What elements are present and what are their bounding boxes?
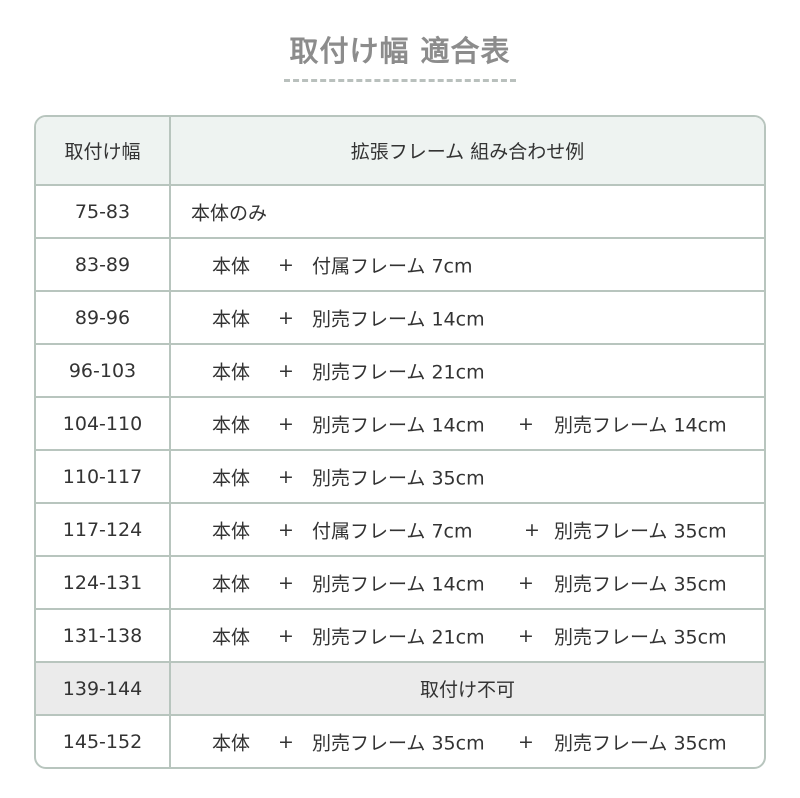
- combination-cell: 本体 + 別売フレーム 14cm + 別売フレーム 14cm: [171, 398, 764, 449]
- header-width: 取付け幅: [36, 117, 171, 184]
- compatibility-table: 取付け幅 拡張フレーム 組み合わせ例 75-83 本体のみ 83-89 本体 + 付属フレ…: [34, 115, 766, 769]
- table-header: 取付け幅 拡張フレーム 組み合わせ例: [36, 117, 764, 184]
- combination-cell: 本体 + 別売フレーム 21cm: [171, 345, 764, 396]
- width-range: 139-144: [36, 663, 171, 714]
- combination-cell: 本体 + 付属フレーム 7cm: [171, 239, 764, 290]
- combination-part: 別売フレーム 21cm: [312, 626, 485, 648]
- combination-part: 本体: [212, 626, 251, 648]
- width-range: 110-117: [36, 451, 171, 502]
- plus-sign: +: [278, 465, 294, 488]
- combination-part: 別売フレーム 14cm: [312, 414, 485, 436]
- plus-sign: +: [278, 730, 294, 753]
- table-row: 75-83 本体のみ: [36, 184, 764, 237]
- combination-part: 付属フレーム 7cm: [312, 520, 473, 542]
- width-range: 131-138: [36, 610, 171, 661]
- combination-cell: 本体 + 別売フレーム 35cm + 別売フレーム 35cm: [171, 716, 764, 767]
- combination-part: 別売フレーム 35cm: [554, 732, 727, 754]
- combination-cell: 本体 + 別売フレーム 21cm + 別売フレーム 35cm: [171, 610, 764, 661]
- combination-part: 別売フレーム 35cm: [554, 520, 727, 542]
- table-row: 131-138 本体 + 別売フレーム 21cm + 別売フレーム 35cm: [36, 608, 764, 661]
- plus-sign: +: [278, 624, 294, 647]
- table-row: 145-152 本体 + 別売フレーム 35cm + 別売フレーム 35cm: [36, 714, 764, 767]
- plus-sign: +: [278, 253, 294, 276]
- plus-sign: +: [518, 730, 534, 753]
- width-range: 117-124: [36, 504, 171, 555]
- combination-part: 付属フレーム 7cm: [312, 255, 473, 277]
- combination-cell: 本体 + 別売フレーム 14cm + 別売フレーム 35cm: [171, 557, 764, 608]
- width-range: 104-110: [36, 398, 171, 449]
- table-row: 83-89 本体 + 付属フレーム 7cm: [36, 237, 764, 290]
- combination-part: 本体: [212, 308, 251, 330]
- combination-cell: 取付け不可: [419, 679, 515, 701]
- combination-part: 別売フレーム 35cm: [554, 573, 727, 595]
- combination-part: 別売フレーム 21cm: [312, 361, 485, 383]
- plus-sign: +: [278, 571, 294, 594]
- plus-sign: +: [518, 624, 534, 647]
- combination-cell: 本体 + 別売フレーム 14cm: [171, 292, 764, 343]
- combination-part: 別売フレーム 35cm: [312, 467, 485, 489]
- width-range: 75-83: [36, 186, 171, 237]
- page-title: 取付け幅 適合表: [289, 34, 511, 68]
- title-divider: [284, 79, 516, 82]
- width-range: 89-96: [36, 292, 171, 343]
- plus-sign: +: [278, 412, 294, 435]
- combination-part: 本体: [212, 520, 251, 542]
- width-range: 83-89: [36, 239, 171, 290]
- table-row: 96-103 本体 + 別売フレーム 21cm: [36, 343, 764, 396]
- combination-part: 別売フレーム 35cm: [312, 732, 485, 754]
- plus-sign: +: [518, 571, 534, 594]
- combination-cell: 本体 + 付属フレーム 7cm + 別売フレーム 35cm: [171, 504, 764, 555]
- table-row: 124-131 本体 + 別売フレーム 14cm + 別売フレーム 35cm: [36, 555, 764, 608]
- combination-part: 別売フレーム 14cm: [312, 308, 485, 330]
- combination-part: 本体: [212, 732, 251, 754]
- combination-part: 本体: [212, 414, 251, 436]
- plus-sign: +: [278, 518, 294, 541]
- plus-sign: +: [278, 306, 294, 329]
- combination-cell: 本体 + 別売フレーム 35cm: [171, 451, 764, 502]
- width-range: 96-103: [36, 345, 171, 396]
- table-row: 117-124 本体 + 付属フレーム 7cm + 別売フレーム 35cm: [36, 502, 764, 555]
- combination-part: 本体: [212, 573, 251, 595]
- plus-sign: +: [524, 518, 540, 541]
- table-row: 110-117 本体 + 別売フレーム 35cm: [36, 449, 764, 502]
- combination-part: 本体: [212, 467, 251, 489]
- combination-part: 別売フレーム 14cm: [312, 573, 485, 595]
- plus-sign: +: [518, 412, 534, 435]
- width-range: 124-131: [36, 557, 171, 608]
- plus-sign: +: [278, 359, 294, 382]
- table-row: 89-96 本体 + 別売フレーム 14cm: [36, 290, 764, 343]
- combination-part: 本体のみ: [191, 202, 268, 224]
- table-row: 139-144 取付け不可: [36, 661, 764, 714]
- combination-part: 本体: [212, 361, 251, 383]
- combination-cell: 本体のみ: [171, 186, 764, 237]
- width-range: 145-152: [36, 716, 171, 767]
- combination-part: 別売フレーム 14cm: [554, 414, 727, 436]
- header-combination: 拡張フレーム 組み合わせ例: [350, 141, 585, 163]
- combination-part: 本体: [212, 255, 251, 277]
- table-row: 104-110 本体 + 別売フレーム 14cm + 別売フレーム 14cm: [36, 396, 764, 449]
- combination-part: 別売フレーム 35cm: [554, 626, 727, 648]
